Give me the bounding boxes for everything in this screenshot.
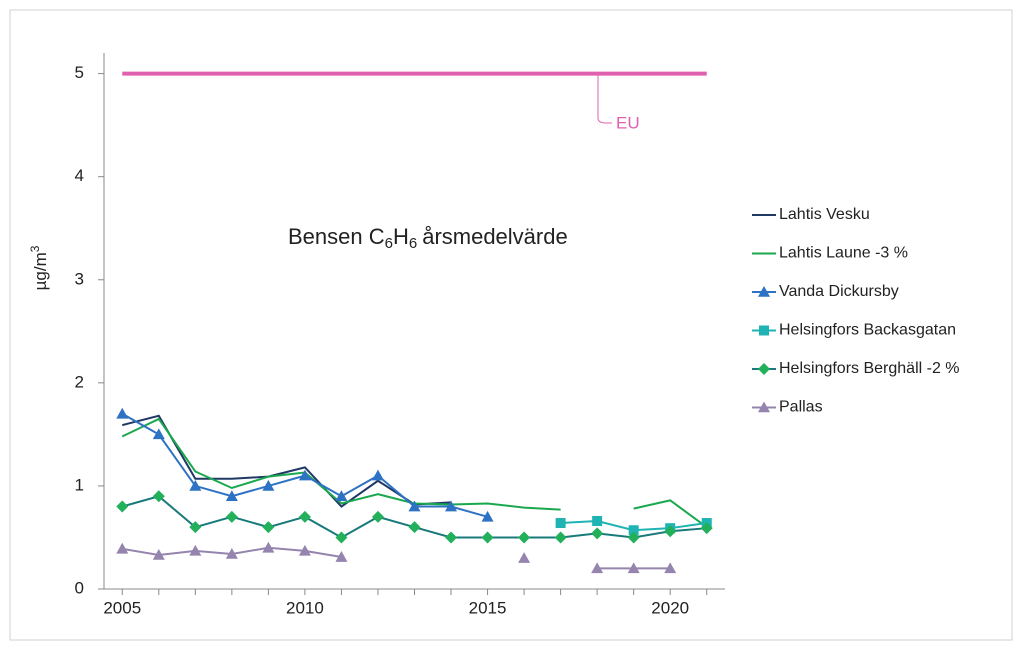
x-tick-label: 2005 xyxy=(103,598,141,617)
marker xyxy=(445,500,458,512)
marker xyxy=(262,521,275,534)
frame xyxy=(9,9,1013,641)
marker xyxy=(335,531,348,544)
legend-label: Pallas xyxy=(779,399,823,416)
title-part: H xyxy=(393,224,409,249)
marker xyxy=(627,531,640,544)
title-sub: 6 xyxy=(409,235,417,252)
title-part: årsmedelvärde xyxy=(422,224,568,249)
marker xyxy=(116,407,129,419)
reference-label: EU xyxy=(616,113,640,132)
x-tick-label: 2020 xyxy=(651,598,689,617)
marker xyxy=(627,562,640,574)
marker xyxy=(225,547,238,559)
marker xyxy=(592,515,603,526)
marker xyxy=(189,479,202,491)
marker xyxy=(189,521,202,534)
marker xyxy=(262,479,275,491)
marker xyxy=(408,500,421,512)
title-part: Bensen C xyxy=(288,224,385,249)
marker xyxy=(371,469,384,481)
marker xyxy=(700,522,713,535)
marker xyxy=(152,548,165,560)
legend-label: Lahtis Vesku xyxy=(779,206,870,223)
marker xyxy=(116,500,129,513)
marker xyxy=(481,531,494,544)
title-sub: 6 xyxy=(385,235,393,252)
marker xyxy=(759,325,769,336)
marker xyxy=(225,490,238,502)
legend-label: Vanda Dickursby xyxy=(779,283,899,300)
y-tick-label: 2 xyxy=(75,372,84,391)
marker xyxy=(298,510,311,523)
x-tick-label: 2010 xyxy=(286,598,324,617)
marker xyxy=(152,428,165,440)
marker xyxy=(758,363,770,375)
series-line xyxy=(122,414,452,508)
ylabel-sup: 3 xyxy=(28,245,42,252)
marker xyxy=(591,562,604,574)
marker xyxy=(554,531,567,544)
marker xyxy=(335,490,348,502)
marker xyxy=(152,490,165,503)
y-tick-label: 5 xyxy=(75,63,84,82)
marker xyxy=(518,552,531,563)
marker xyxy=(371,510,384,523)
y-tick-label: 3 xyxy=(75,269,84,288)
marker xyxy=(481,510,494,522)
marker xyxy=(518,531,531,544)
marker xyxy=(189,544,202,556)
y-tick-label: 0 xyxy=(75,578,84,597)
marker xyxy=(591,527,604,540)
marker xyxy=(298,469,311,481)
marker xyxy=(116,542,129,554)
legend-label: Helsingfors Backasgatan xyxy=(779,322,956,339)
marker xyxy=(664,525,677,538)
marker xyxy=(445,531,458,544)
ylabel-part: µg/m xyxy=(31,252,50,290)
marker xyxy=(555,518,566,529)
y-tick-label: 1 xyxy=(75,475,84,494)
reference-leader xyxy=(597,73,612,124)
y-axis-label: µg/m3 xyxy=(28,245,50,290)
marker xyxy=(262,541,275,553)
y-tick-label: 4 xyxy=(75,166,84,185)
legend-label: Helsingfors Berghäll -2 % xyxy=(779,360,960,377)
marker xyxy=(758,401,770,413)
marker xyxy=(628,525,639,536)
legend-label: Lahtis Laune -3 % xyxy=(779,245,908,262)
marker xyxy=(408,521,421,534)
marker xyxy=(225,510,238,523)
series-line xyxy=(121,417,708,528)
marker xyxy=(335,551,348,562)
x-tick-label: 2015 xyxy=(469,598,507,617)
marker xyxy=(664,562,677,574)
marker xyxy=(758,286,770,297)
marker xyxy=(298,544,311,556)
chart-title: Bensen C6H6 årsmedelvärde xyxy=(288,224,568,252)
